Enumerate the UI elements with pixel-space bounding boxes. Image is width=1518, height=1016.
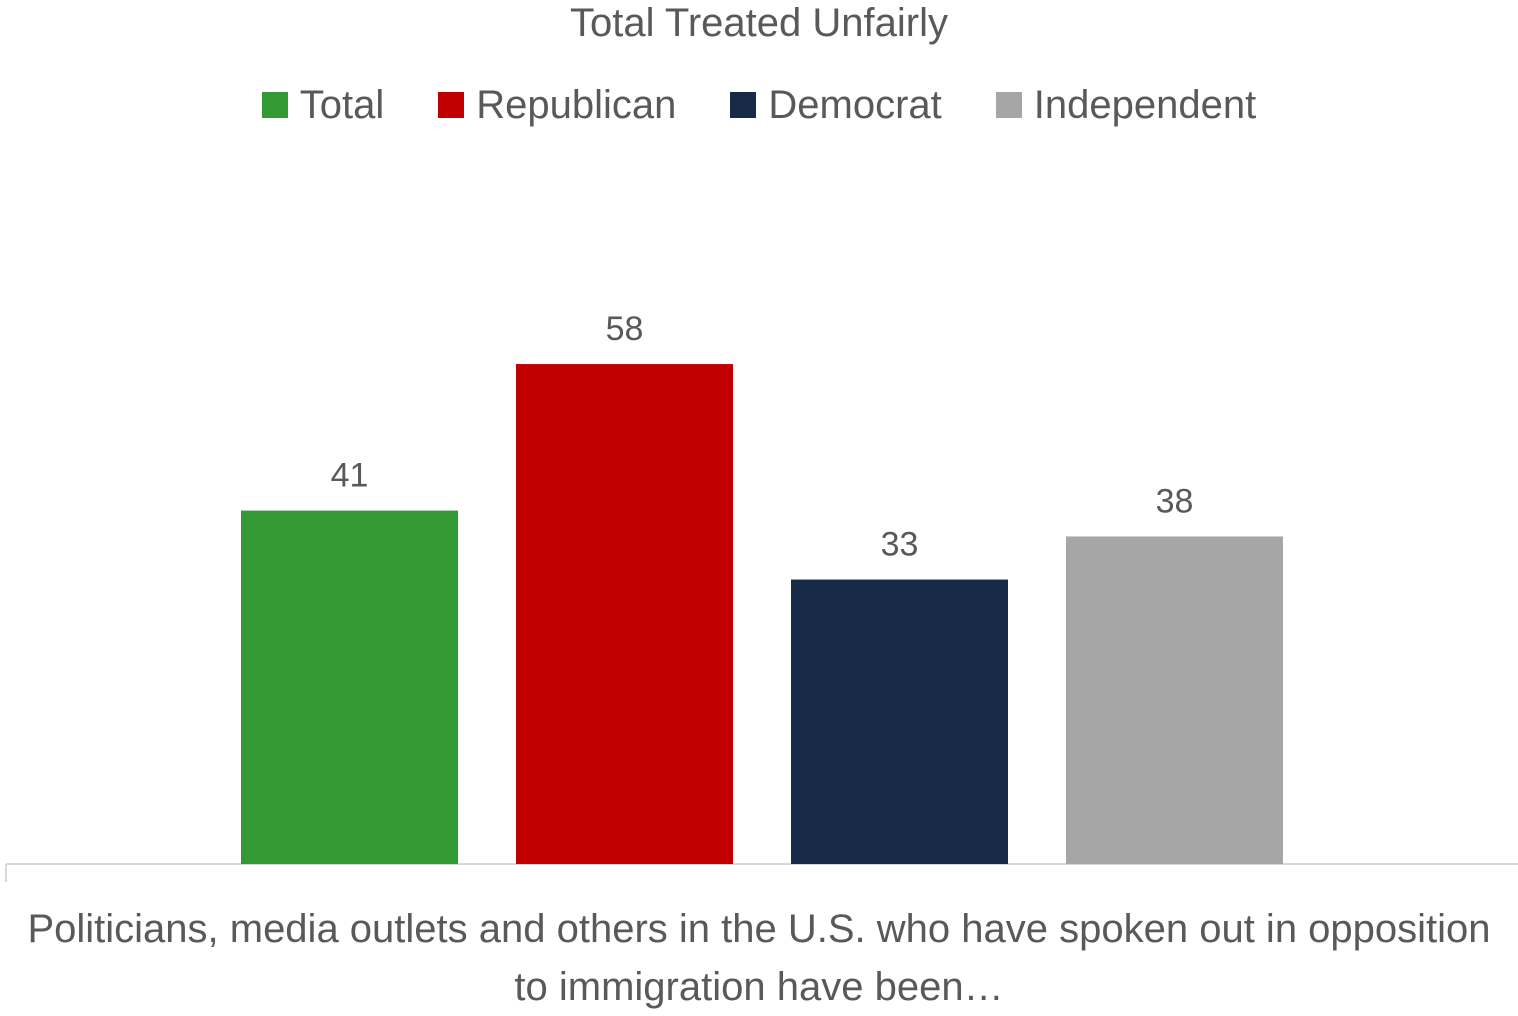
- legend-swatch-republican: [438, 92, 465, 118]
- bar-independent: [1066, 536, 1283, 864]
- bar-total: [241, 510, 458, 864]
- bar-republican: [516, 364, 733, 864]
- category-label: Politicians, media outlets and others in…: [27, 907, 1491, 1009]
- data-label-total: 41: [331, 457, 369, 495]
- legend-swatch-independent: [995, 92, 1022, 118]
- legend-item-democrat: Democrat: [730, 82, 942, 128]
- data-label-democrat: 33: [881, 526, 919, 564]
- chart-title: Total Treated Unfairly: [570, 1, 948, 45]
- legend-swatch-total: [261, 92, 288, 118]
- data-label-republican: 58: [606, 310, 644, 348]
- legend-item-independent: Independent: [995, 82, 1257, 128]
- legend-item-republican: Republican: [438, 82, 676, 128]
- data-label-independent: 38: [1156, 482, 1194, 520]
- legend-swatch-democrat: [730, 92, 757, 118]
- legend: Total Republican Democrat Independent: [0, 82, 1518, 128]
- legend-label-republican: Republican: [476, 83, 677, 127]
- bars-group: 41 58 33 38: [241, 310, 1283, 864]
- legend-item-total: Total: [261, 82, 385, 128]
- legend-label-democrat: Democrat: [768, 83, 942, 127]
- bar-democrat: [791, 579, 1008, 864]
- legend-label-total: Total: [299, 83, 385, 127]
- legend-label-independent: Independent: [1033, 83, 1257, 127]
